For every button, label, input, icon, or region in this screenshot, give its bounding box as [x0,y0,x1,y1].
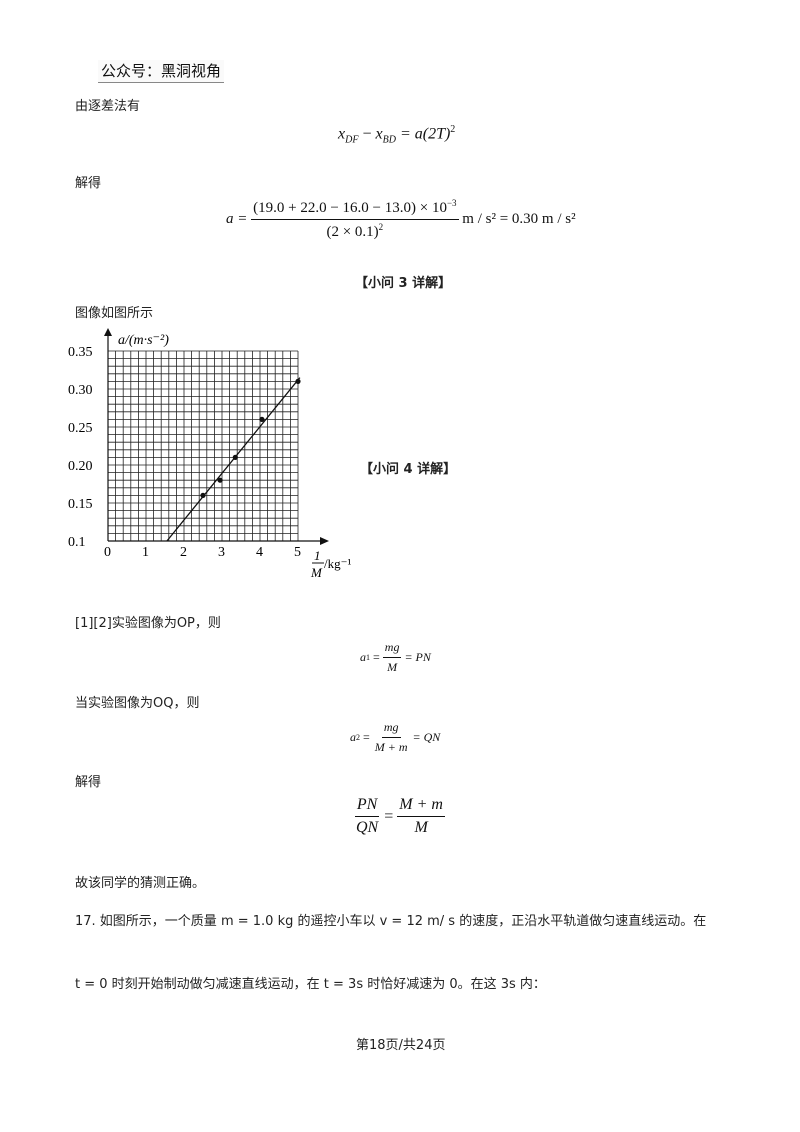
q3-title: 【小问 3 详解】 [355,276,452,291]
solve-label-1: 解得 [75,176,102,191]
data-point [259,416,265,422]
page-footer: 第18页/共24页 [356,1038,446,1053]
y-tick-label: 0.15 [68,497,93,512]
x-tick-label: 2 [180,545,187,560]
y-tick-label: 0.35 [68,345,93,360]
x-axis-label-num: 1 [314,548,321,563]
chart-grid [107,350,299,542]
figure-caption: 图像如图所示 [75,306,154,321]
y-tick-label: 0.20 [68,459,93,474]
q4-title: 【小问 4 详解】 [360,462,457,477]
question-17-line-1: 17. 如图所示，一个质量 m = 1.0 kg 的遥控小车以 v = 12 m… [75,914,707,929]
x-axis-label-unit: /kg⁻¹ [324,556,351,571]
y-axis-arrow [104,328,112,336]
watermark: 公众号：黑洞视角 [98,60,225,83]
equation-difference: xDF − xBD = a(2T)2 [338,124,456,146]
y-tick-label: 0.1 [68,535,86,550]
data-point [217,477,223,483]
solve-label-2: 解得 [75,775,102,790]
x-axis-label-den: M [310,565,323,580]
equation-acceleration: a = (19.0 + 22.0 − 16.0 − 13.0) × 10−3 (… [226,198,576,240]
para-oq: 当实验图像为OQ，则 [75,696,200,711]
data-point [295,378,301,384]
chart-marks [166,377,301,542]
x-tick-label: 1 [142,545,149,560]
y-axis-label: a/(m·s⁻²) [118,333,169,348]
conclusion: 故该同学的猜测正确。 [75,876,206,891]
x-tick-label: 0 [104,545,111,560]
x-tick-label: 4 [256,545,263,560]
para-difference-method: 由逐差法有 [75,99,141,114]
chart-ticks: 0 1 2 3 4 5 0.1 0.15 0.20 0.25 0.30 0.35 [68,345,301,560]
chart-axes [104,328,329,545]
x-tick-label: 3 [218,545,225,560]
a-vs-inverse-mass-chart: 0 1 2 3 4 50.10.150.200.250.300.35 a/(m·s⁻²) … [68,328,351,580]
para-op: [1][2]实验图像为OP，则 [75,616,221,631]
x-axis-arrow [320,537,329,545]
y-tick-label: 0.30 [68,383,93,398]
fit-line [166,377,301,542]
question-17-line-2: t = 0 时刻开始制动做匀减速直线运动，在 t = 3s 时恰好减速为 0。在… [75,977,546,992]
y-tick-label: 0.25 [68,421,93,436]
data-point [200,492,206,498]
x-tick-label: 5 [294,545,301,560]
data-point [232,454,238,460]
